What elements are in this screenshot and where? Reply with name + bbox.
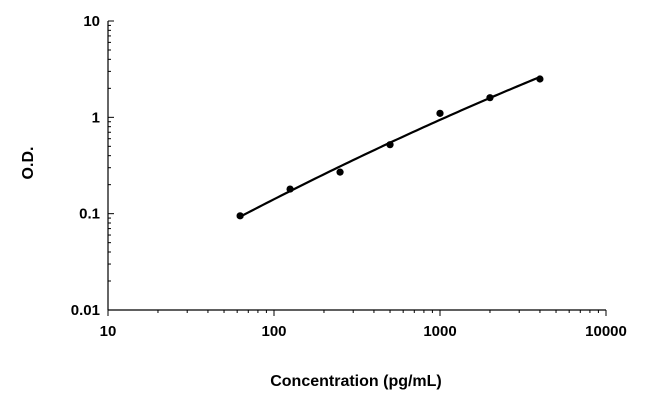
data-point (536, 75, 544, 83)
data-point (386, 141, 394, 149)
y-axis-title: O.D. (20, 147, 37, 180)
data-point (286, 185, 294, 193)
y-axis-ticks: 0.01 0.1 1 10 (71, 13, 114, 319)
y-tick-label: 1 (92, 109, 100, 126)
y-tick-label: 0.1 (79, 206, 100, 223)
y-tick-label: 0.01 (71, 302, 100, 319)
x-tick-label: 10000 (585, 323, 627, 340)
data-points (236, 75, 544, 220)
data-point (336, 168, 344, 176)
y-tick-label: 10 (83, 13, 100, 30)
x-tick-label: 10 (100, 323, 117, 340)
x-axis-title: Concentration (pg/mL) (270, 373, 442, 390)
x-tick-label: 1000 (423, 323, 456, 340)
x-tick-label: 100 (261, 323, 286, 340)
data-point (436, 109, 444, 117)
axes (107, 21, 606, 311)
x-axis-ticks: 10 100 1000 10000 (100, 310, 627, 340)
data-point (236, 212, 244, 220)
data-point (486, 94, 494, 102)
